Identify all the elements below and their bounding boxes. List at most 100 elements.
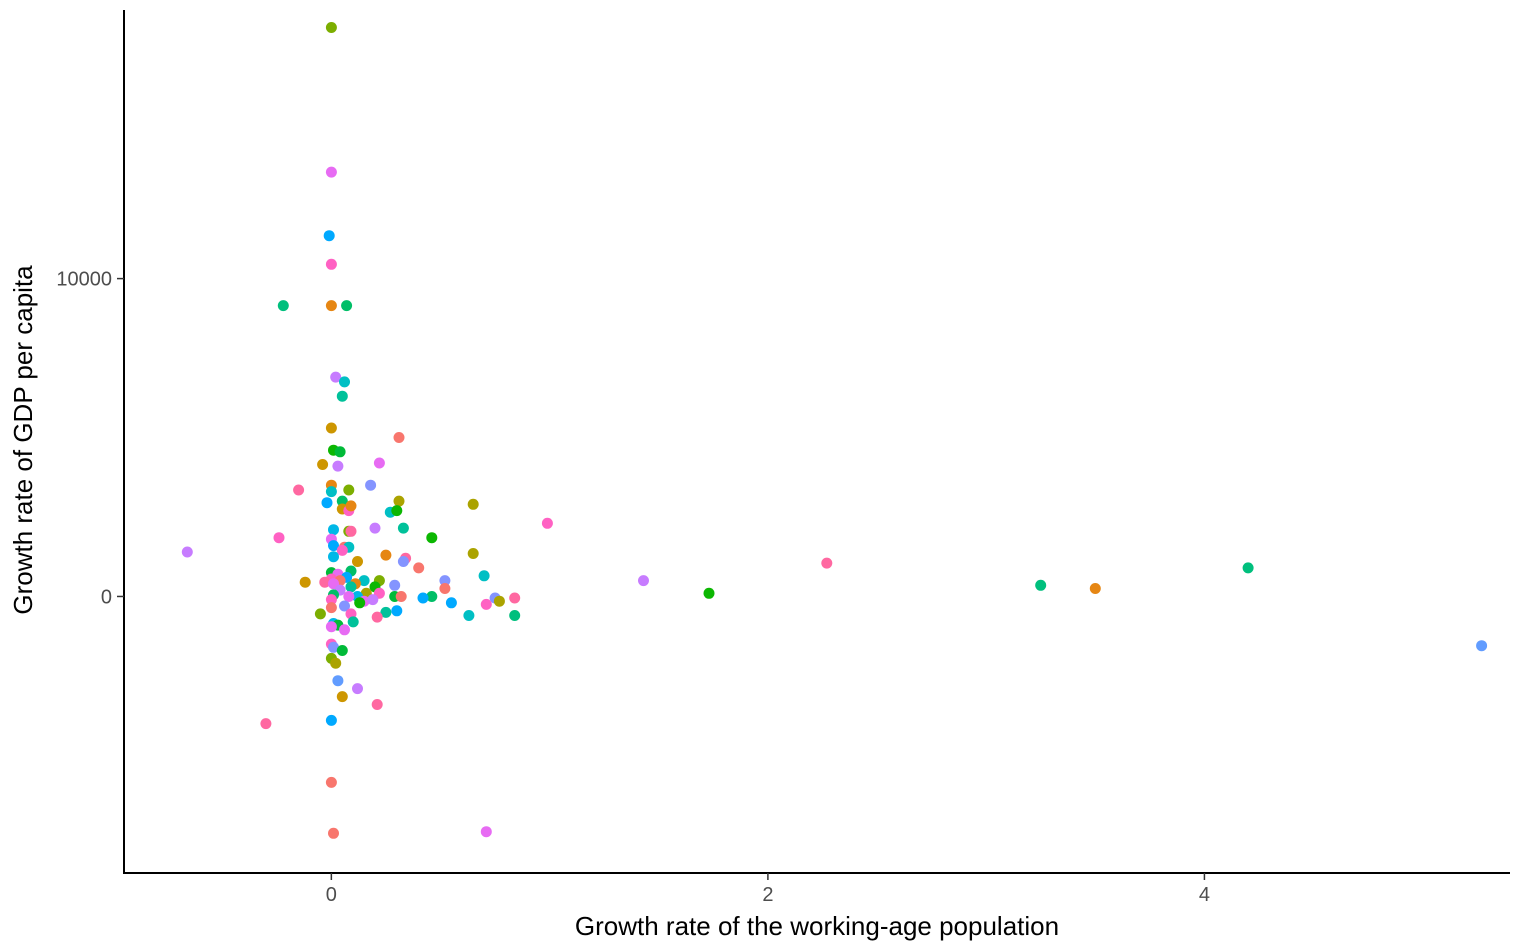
data-point-37 — [273, 532, 285, 544]
data-point-74 — [439, 583, 451, 594]
data-point-35 — [369, 522, 381, 534]
data-point-96 — [339, 600, 350, 612]
data-point-70 — [1035, 579, 1047, 591]
data-point-121 — [325, 776, 337, 788]
data-point-83 — [426, 591, 438, 602]
data-point-0 — [325, 22, 337, 33]
data-point-88 — [325, 594, 337, 606]
data-point-87 — [509, 592, 521, 604]
data-point-62 — [358, 575, 370, 587]
data-point-92 — [445, 597, 457, 609]
data-point-103 — [371, 611, 383, 623]
data-point-73 — [1089, 583, 1101, 594]
data-point-3 — [325, 258, 337, 270]
data-point-1 — [325, 166, 337, 178]
data-point-84 — [343, 591, 355, 602]
data-point-119 — [325, 714, 337, 726]
data-point-10 — [325, 422, 337, 434]
data-point-9 — [336, 390, 348, 402]
data-point-46 — [380, 549, 392, 561]
data-point-50 — [352, 556, 363, 567]
data-point-94 — [354, 597, 366, 609]
data-point-43 — [336, 544, 348, 556]
y-axis-title: Growth rate of GDP per capita — [8, 265, 38, 615]
data-point-120 — [260, 718, 272, 730]
data-point-21 — [365, 479, 377, 491]
data-point-51 — [821, 557, 833, 569]
data-point-111 — [336, 645, 348, 656]
data-point-115 — [332, 675, 344, 687]
data-point-11 — [393, 432, 405, 443]
data-point-16 — [332, 460, 344, 472]
data-point-66 — [319, 576, 331, 588]
data-point-123 — [328, 827, 339, 839]
data-point-30 — [391, 505, 403, 517]
data-point-34 — [345, 525, 357, 537]
data-point-116 — [352, 683, 363, 695]
data-point-108 — [339, 624, 350, 636]
data-point-22 — [321, 497, 333, 509]
data-point-20 — [325, 486, 337, 498]
data-point-101 — [463, 610, 475, 621]
data-point-13 — [334, 446, 346, 458]
data-point-38 — [426, 532, 438, 544]
x-tick-label: 4 — [1199, 884, 1210, 906]
y-tick-label: 0 — [101, 586, 112, 608]
data-point-24 — [393, 495, 405, 507]
data-point-15 — [373, 457, 385, 469]
data-point-65 — [299, 576, 311, 588]
data-point-47 — [328, 551, 339, 563]
data-point-7 — [330, 371, 342, 383]
data-point-45 — [467, 548, 479, 559]
data-point-69 — [389, 579, 401, 591]
data-point-95 — [325, 602, 337, 614]
data-point-78 — [703, 587, 715, 599]
data-point-117 — [336, 691, 348, 703]
data-point-110 — [328, 641, 339, 653]
data-point-85 — [417, 592, 429, 604]
data-point-57 — [478, 570, 490, 582]
data-point-2 — [323, 230, 335, 242]
data-point-44 — [181, 546, 193, 558]
data-point-113 — [330, 657, 342, 669]
data-point-107 — [325, 621, 337, 633]
data-point-23 — [336, 495, 348, 507]
data-point-100 — [314, 608, 326, 620]
data-point-28 — [345, 500, 357, 512]
data-point-31 — [541, 517, 553, 529]
data-point-97 — [391, 605, 403, 617]
data-point-49 — [397, 556, 409, 567]
data-point-71 — [345, 581, 357, 593]
data-point-90 — [367, 594, 379, 606]
ticks-layer: 0 2 4 0 10000 — [56, 269, 1210, 906]
data-point-25 — [467, 498, 479, 510]
data-point-98 — [380, 606, 392, 618]
data-point-82 — [395, 591, 407, 602]
points-layer — [181, 22, 1488, 839]
data-point-102 — [509, 610, 521, 621]
data-point-104 — [347, 616, 359, 628]
data-point-61 — [439, 575, 451, 587]
data-point-6 — [341, 300, 353, 312]
data-point-53 — [1242, 562, 1254, 574]
data-point-32 — [328, 524, 339, 536]
x-tick-label: 0 — [326, 884, 337, 906]
data-point-122 — [480, 826, 492, 838]
data-point-36 — [397, 522, 409, 534]
data-point-52 — [413, 562, 425, 574]
data-point-40 — [328, 540, 339, 552]
y-tick-label: 10000 — [56, 269, 112, 291]
x-tick-label: 2 — [762, 884, 773, 906]
data-point-5 — [325, 300, 337, 312]
data-point-18 — [293, 484, 305, 496]
data-point-4 — [277, 300, 289, 312]
data-point-19 — [343, 484, 355, 496]
data-point-64 — [638, 575, 649, 587]
data-point-118 — [371, 699, 383, 710]
data-point-93 — [480, 598, 492, 610]
data-point-8 — [339, 376, 350, 388]
data-point-91 — [493, 595, 505, 607]
data-point-14 — [317, 459, 329, 470]
